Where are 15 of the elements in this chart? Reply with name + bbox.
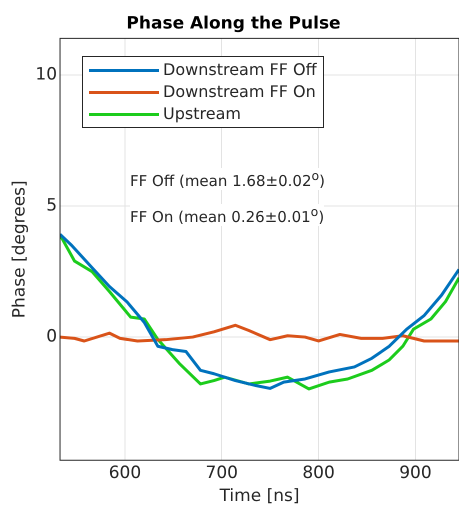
y-tick-label: 0: [46, 326, 58, 346]
legend-label: Upstream: [163, 103, 241, 126]
legend-label: Downstream FF Off: [163, 59, 317, 82]
x-tick-label: 800: [302, 462, 335, 483]
annotation: FF On (mean 0.26±0.01$^{o}$): [130, 204, 324, 226]
legend-label: Downstream FF On: [163, 81, 316, 104]
x-tick-label: 700: [206, 462, 238, 483]
x-tick-label: 900: [399, 462, 432, 483]
x-axis-title: Time [ns]: [218, 486, 300, 506]
chart-title: Phase Along the Pulse: [126, 14, 341, 34]
annotation: FF Off (mean 1.68±0.02$^{o}$): [130, 168, 326, 190]
y-tick-label: 5: [46, 195, 58, 216]
y-tick-label: 10: [35, 64, 58, 84]
y-axis-title: Phase [degrees]: [10, 180, 30, 318]
x-tick-label: 600: [108, 462, 142, 483]
